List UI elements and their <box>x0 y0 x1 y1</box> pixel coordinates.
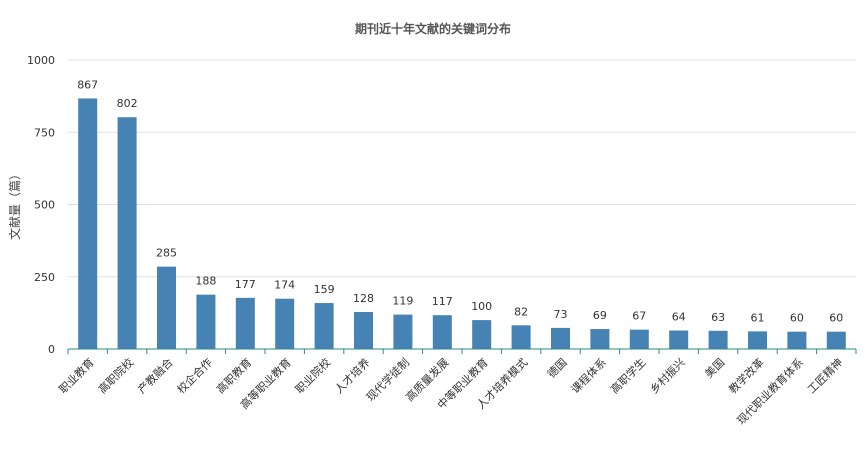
bar <box>78 98 98 349</box>
axes <box>67 348 857 354</box>
y-tick-label: 250 <box>34 271 55 284</box>
bar <box>590 329 610 349</box>
x-tick-label: 高职教育 <box>213 355 254 396</box>
bar <box>748 331 767 349</box>
x-tick-label: 高职学生 <box>607 355 648 396</box>
data-label: 67 <box>632 310 646 323</box>
data-label: 802 <box>117 97 138 110</box>
bar <box>117 117 137 349</box>
x-tick-label: 高职院校 <box>95 355 136 396</box>
data-label: 128 <box>353 292 374 305</box>
data-label: 82 <box>514 305 528 318</box>
bar <box>708 330 728 349</box>
bars <box>78 98 846 349</box>
data-label: 119 <box>392 295 413 308</box>
y-tick-label: 750 <box>34 126 55 139</box>
data-label: 188 <box>195 275 216 288</box>
y-axis-label: 文献量（篇） <box>7 168 22 240</box>
y-tick-label: 0 <box>48 343 55 356</box>
bar <box>629 329 649 349</box>
data-label: 867 <box>77 78 98 91</box>
x-tick-label: 教学改革 <box>726 355 767 396</box>
bar <box>472 320 492 349</box>
bar <box>157 266 176 349</box>
x-tick-label: 工匠精神 <box>804 355 845 396</box>
data-label: 63 <box>711 311 725 324</box>
bar <box>511 325 531 349</box>
y-axis-ticks: 0 250 500 750 1000 <box>27 54 55 356</box>
x-tick-label: 现代职业教育体系 <box>734 355 806 427</box>
x-tick-label: 职业教育 <box>56 355 97 396</box>
x-tick-label: 德国 <box>544 355 569 380</box>
data-label: 100 <box>471 300 492 313</box>
x-tick-label: 产教融合 <box>135 355 176 396</box>
data-label: 117 <box>432 295 453 308</box>
bar <box>826 331 846 349</box>
data-label: 285 <box>156 247 177 260</box>
bar <box>669 330 689 349</box>
bar <box>787 331 807 349</box>
bar <box>235 297 255 349</box>
data-label: 64 <box>672 311 686 324</box>
x-tick-label: 乡村振兴 <box>647 355 688 396</box>
y-tick-label: 1000 <box>27 54 55 67</box>
x-tick-label: 校企合作 <box>174 355 215 396</box>
data-label: 159 <box>314 283 335 296</box>
bar <box>275 298 295 349</box>
bar <box>551 327 570 349</box>
gridlines <box>68 59 856 278</box>
data-label: 60 <box>829 312 843 325</box>
bar <box>196 294 216 349</box>
x-tick-label: 美国 <box>702 356 727 381</box>
data-label: 61 <box>751 311 765 324</box>
data-label: 177 <box>235 278 256 291</box>
x-tick-label: 人才培养 <box>332 355 373 396</box>
chart-title: 期刊近十年文献的关键词分布 <box>355 21 511 36</box>
bar <box>393 314 413 349</box>
data-label: 73 <box>554 308 568 321</box>
bar <box>354 312 373 349</box>
x-tick-label: 职业院校 <box>292 355 333 396</box>
data-label: 174 <box>274 279 295 292</box>
x-tick-label: 课程体系 <box>568 355 609 396</box>
data-labels: 867 802 285 188 177 174 159 128 119 117 100 82 73 69 6… <box>77 78 843 324</box>
data-label: 60 <box>790 312 804 325</box>
bar <box>432 315 452 349</box>
bar <box>314 303 334 349</box>
y-tick-label: 500 <box>34 199 55 212</box>
data-label: 69 <box>593 309 607 322</box>
